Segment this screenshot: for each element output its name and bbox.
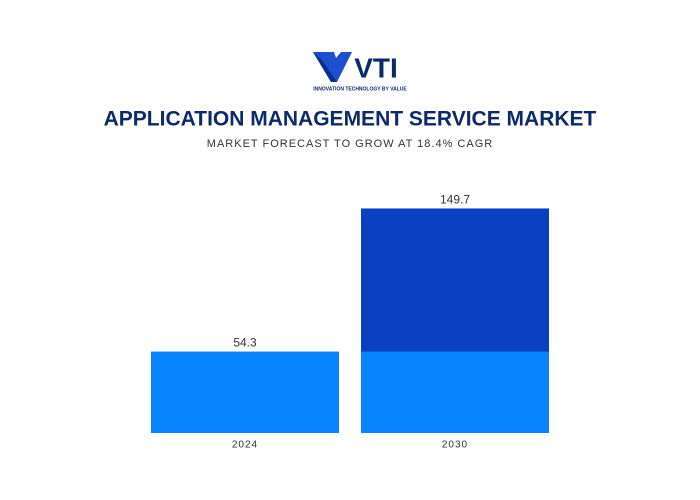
x-tick-label: 2030 [442,440,468,451]
chart-title: APPLICATION MANAGEMENT SERVICE MARKET [104,108,597,131]
data-label: 149.7 [440,193,470,207]
data-label: 54.3 [233,336,257,350]
bar [151,351,339,433]
logo-mark-shadow [313,52,337,82]
x-tick-label: 2024 [232,440,258,451]
bar [361,351,549,433]
logo-tagline: INNOVATION TECHNOLOGY BY VALUE [313,86,407,92]
chart-subtitle: MARKET FORECAST TO GROW AT 18.4% CAGR [207,138,493,150]
logo-text: VTI [354,52,398,83]
logo-mark [313,52,352,82]
logo: VTI INNOVATION TECHNOLOGY BY VALUE [313,52,407,92]
